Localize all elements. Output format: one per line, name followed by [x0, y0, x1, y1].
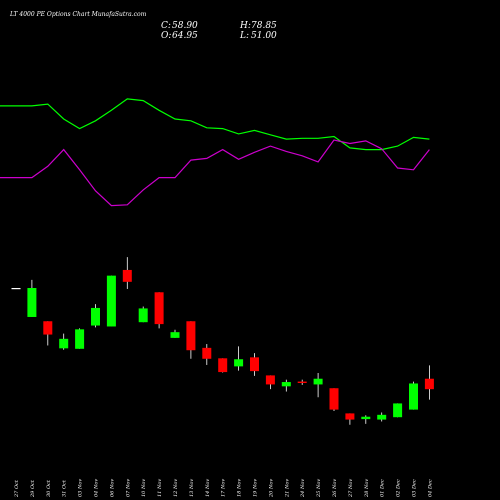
candle-body	[186, 321, 196, 351]
x-tick-label: 26 Nov	[332, 479, 338, 498]
x-tick-label: 29 Oct	[30, 479, 36, 498]
candle-11-nov	[154, 292, 164, 329]
x-tick-label: 24 Nov	[300, 479, 306, 498]
indicator-lines	[0, 98, 430, 207]
x-tick-label: 27 Oct	[14, 479, 20, 498]
candle-29-oct	[27, 279, 37, 317]
candle-28-nov	[361, 415, 371, 424]
candle-04-dec	[424, 365, 434, 400]
candle-06-nov	[106, 275, 116, 327]
x-tick-label: 03 Dec	[412, 479, 418, 497]
indicator-line-2	[0, 139, 430, 207]
candle-10-nov	[138, 306, 148, 323]
candle-body	[234, 359, 244, 367]
candle-02-dec	[393, 403, 403, 418]
indicator-line-1	[0, 98, 430, 151]
x-tick-label: 17 Nov	[221, 479, 227, 497]
candle-01-dec	[377, 412, 387, 422]
x-tick-label: 11 Nov	[157, 479, 163, 497]
candle-17-nov	[218, 358, 228, 373]
candle-body	[11, 288, 21, 290]
x-tick-label: 25 Nov	[316, 479, 322, 498]
candle-body	[59, 338, 69, 349]
x-tick-label: 03 Nov	[78, 479, 84, 497]
x-axis-ticks: 27 Oct 29 Oct 30 Oct 31 Oct 03 Nov 04 Nov 06 N…	[14, 479, 433, 498]
candle-body	[106, 275, 116, 327]
open-value: 64.95	[172, 31, 198, 41]
candle-body	[345, 413, 355, 420]
x-tick-label: 07 Nov	[125, 479, 131, 497]
x-tick-label: 04 Nov	[94, 479, 100, 497]
candle-body	[361, 416, 371, 420]
candle-24-nov	[297, 379, 307, 385]
candle-body	[27, 288, 37, 317]
candle-body	[409, 383, 418, 410]
candle-body	[122, 269, 132, 282]
candlesticks	[11, 257, 434, 425]
x-tick-label: 20 Nov	[268, 479, 274, 498]
candle-12-nov	[170, 329, 180, 338]
x-tick-label: 28 Nov	[364, 479, 370, 498]
candle-body	[154, 292, 164, 325]
x-tick-label: 13 Nov	[189, 479, 195, 497]
candle-07-nov	[122, 257, 132, 289]
candle-27-nov	[345, 413, 355, 425]
x-tick-label: 21 Nov	[284, 479, 290, 498]
candle-body	[75, 329, 85, 349]
candle-body	[218, 358, 228, 373]
x-tick-label: 06 Nov	[109, 479, 115, 497]
candle-31-oct	[59, 333, 69, 350]
candle-body	[424, 378, 434, 390]
candle-21-nov	[281, 379, 291, 392]
candle-body	[313, 378, 323, 385]
candle-body	[250, 357, 259, 372]
close-value: 58.90	[172, 21, 198, 31]
candle-30-oct	[43, 321, 53, 346]
x-tick-label: 12 Nov	[173, 479, 179, 497]
high-value: 78.85	[251, 21, 277, 31]
chart-title: LT 4000 PE Options Chart MunafaSutra.com	[9, 11, 147, 18]
candle-14-nov	[202, 344, 212, 365]
candle-body	[43, 321, 53, 335]
candle-body	[377, 414, 387, 420]
close-label: C:	[161, 21, 171, 31]
x-tick-label: 01 Dec	[380, 479, 386, 497]
candle-25-nov	[313, 373, 323, 398]
candle-body	[202, 347, 212, 359]
candle-04-nov	[91, 304, 100, 328]
x-tick-label: 14 Nov	[205, 479, 211, 497]
candle-body	[91, 307, 100, 326]
candle-body	[138, 308, 148, 323]
candle-20-nov	[265, 375, 275, 390]
x-tick-label: 19 Nov	[253, 479, 259, 497]
candle-body	[329, 388, 339, 410]
x-tick-label: 18 Nov	[237, 479, 243, 497]
low-value: 51.00	[251, 31, 277, 41]
candle-body	[297, 381, 307, 383]
x-tick-label: 27 Nov	[348, 479, 354, 498]
candle-body	[265, 375, 275, 385]
candle-26-nov	[329, 388, 339, 412]
candle-03-nov	[75, 328, 85, 349]
x-tick-label: 02 Dec	[396, 479, 402, 497]
high-label: H:	[239, 21, 251, 31]
open-label: O:	[161, 31, 171, 41]
candle-19-nov	[250, 353, 259, 376]
candle-13-nov	[186, 321, 196, 359]
candle-03-dec	[409, 381, 418, 410]
x-tick-label: 30 Oct	[46, 479, 52, 497]
x-tick-label: 10 Nov	[141, 479, 147, 497]
candle-body	[170, 332, 180, 338]
low-label: L:	[239, 31, 249, 41]
candle-body	[281, 382, 291, 387]
candle-27-oct	[11, 288, 21, 290]
candle-body	[393, 403, 403, 418]
x-tick-label: 31 Oct	[62, 479, 68, 497]
candle-18-nov	[234, 346, 244, 371]
x-tick-label: 04 Dec	[427, 479, 433, 497]
